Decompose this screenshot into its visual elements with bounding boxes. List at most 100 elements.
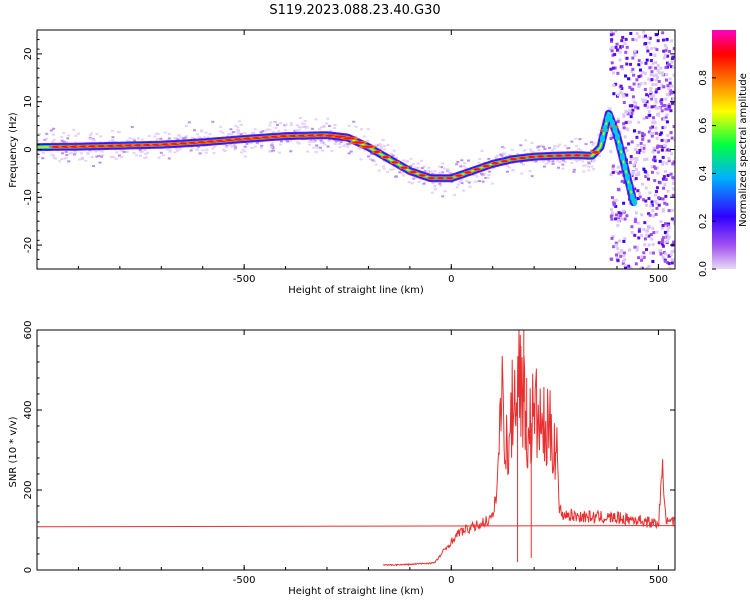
- noise-pixel: [623, 42, 627, 46]
- halo-pixel: [198, 152, 202, 155]
- halo-pixel: [347, 124, 351, 127]
- halo-pixel: [74, 134, 78, 137]
- noise-pixel: [647, 77, 651, 81]
- noise-pixel: [654, 126, 658, 130]
- noise-pixel: [670, 39, 674, 43]
- halo-pixel: [407, 181, 411, 184]
- noise-pixel: [615, 48, 619, 52]
- halo-pixel: [307, 140, 311, 143]
- ridge-peak: [592, 151, 599, 154]
- noise-pixel: [640, 255, 644, 259]
- halo-pixel: [542, 165, 546, 168]
- noise-pixel: [664, 252, 668, 256]
- noise-pixel: [637, 83, 641, 87]
- halo-pixel: [43, 138, 47, 141]
- noise-pixel: [616, 120, 620, 124]
- noise-pixel: [610, 49, 614, 53]
- colorbar-tick-label: 0.8: [698, 70, 709, 86]
- halo-pixel: [234, 146, 238, 149]
- noise-pixel: [650, 203, 654, 207]
- noise-pixel: [666, 174, 670, 178]
- noise-pixel: [641, 182, 645, 186]
- halo-pixel: [484, 176, 488, 179]
- noise-pixel: [662, 118, 666, 122]
- halo-pixel: [433, 170, 437, 173]
- ridge-peak: [437, 177, 444, 180]
- noise-pixel: [641, 131, 645, 135]
- noise-pixel: [670, 208, 674, 212]
- ridge-peak: [400, 166, 408, 169]
- noise-pixel: [635, 248, 639, 252]
- halo-pixel: [159, 151, 163, 154]
- halo-pixel: [359, 158, 363, 161]
- noise-pixel: [659, 252, 663, 256]
- noise-pixel: [655, 189, 659, 193]
- halo-pixel: [383, 148, 387, 151]
- noise-pixel: [652, 146, 656, 150]
- noise-pixel: [664, 138, 668, 142]
- halo-pixel: [346, 143, 350, 146]
- y-tick-label: 20: [23, 48, 34, 61]
- noise-pixel: [647, 243, 651, 247]
- halo-pixel: [566, 147, 570, 150]
- noise-pixel: [658, 133, 662, 137]
- halo-pixel: [414, 166, 418, 169]
- halo-pixel: [558, 143, 562, 146]
- halo-pixel: [187, 121, 191, 124]
- spectrogram-noise-layer: [609, 30, 675, 269]
- halo-pixel: [272, 149, 276, 152]
- halo-pixel: [229, 144, 233, 147]
- noise-pixel: [616, 93, 620, 97]
- colorbar-tick-label: 0.0: [698, 261, 709, 277]
- snr-y-axis-label: SNR (10 * v/v): [8, 416, 19, 487]
- halo-pixel: [156, 132, 160, 135]
- noise-pixel: [646, 173, 650, 177]
- halo-pixel: [37, 139, 40, 142]
- noise-pixel: [620, 65, 624, 69]
- noise-pixel: [647, 234, 651, 238]
- noise-pixel: [626, 112, 630, 116]
- halo-pixel: [109, 155, 113, 158]
- halo-pixel: [386, 143, 390, 146]
- halo-pixel: [95, 132, 99, 135]
- noise-pixel: [635, 50, 639, 54]
- noise-pixel: [645, 233, 649, 237]
- noise-pixel: [637, 59, 641, 63]
- halo-pixel: [241, 148, 245, 151]
- halo-pixel: [284, 123, 288, 126]
- halo-pixel: [41, 152, 45, 155]
- noise-pixel: [609, 173, 613, 177]
- halo-pixel: [65, 141, 69, 144]
- noise-pixel: [622, 126, 626, 130]
- halo-pixel: [157, 156, 161, 159]
- halo-pixel: [445, 167, 449, 170]
- noise-pixel: [667, 209, 671, 213]
- halo-pixel: [302, 123, 306, 126]
- noise-pixel: [664, 103, 668, 107]
- noise-pixel: [616, 224, 620, 228]
- noise-pixel: [624, 266, 628, 269]
- noise-pixel: [636, 106, 640, 110]
- noise-pixel: [633, 187, 637, 191]
- noise-pixel: [609, 149, 613, 153]
- noise-pixel: [650, 170, 654, 174]
- halo-pixel: [229, 133, 233, 136]
- halo-pixel: [329, 129, 333, 132]
- halo-pixel: [184, 125, 188, 128]
- colorbar-tick-label: 0.6: [698, 118, 709, 134]
- halo-pixel: [204, 151, 208, 154]
- noise-pixel: [620, 86, 624, 90]
- noise-pixel: [627, 248, 631, 252]
- noise-pixel: [622, 93, 626, 97]
- noise-pixel: [670, 217, 674, 221]
- halo-pixel: [362, 135, 366, 138]
- noise-pixel: [639, 267, 643, 269]
- noise-pixel: [651, 83, 655, 87]
- noise-pixel: [611, 164, 615, 168]
- halo-pixel: [245, 142, 249, 145]
- noise-pixel: [622, 115, 626, 119]
- noise-pixel: [654, 60, 658, 64]
- noise-pixel: [610, 196, 614, 200]
- noise-pixel: [655, 230, 659, 234]
- halo-pixel: [219, 125, 223, 128]
